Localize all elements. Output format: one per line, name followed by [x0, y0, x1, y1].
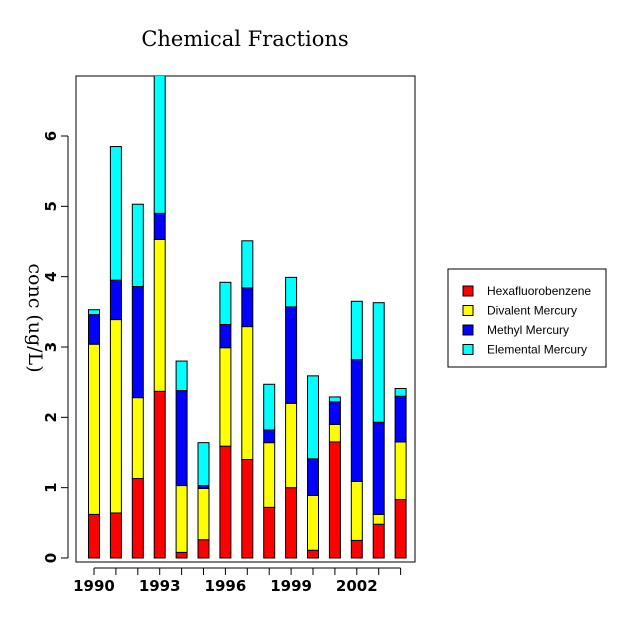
bar-segment-elemental-mercury-1994: [175, 360, 188, 392]
bar-segment-elemental-mercury-1997: [241, 240, 254, 289]
bar-segment-methyl-mercury-1992: [131, 286, 144, 399]
bar-segment-divalent-mercury-1998: [263, 442, 276, 508]
x-tick-label: 1999: [270, 577, 312, 595]
legend-label: Methyl Mercury: [487, 323, 569, 337]
bar-segment-elemental-mercury-1991: [109, 146, 122, 281]
x-tick-label: 1990: [73, 577, 115, 595]
bar-segment-elemental-mercury-1990: [88, 309, 100, 316]
bar-segment-methyl-mercury-1994: [175, 390, 188, 487]
y-tick-label: 2: [42, 412, 60, 422]
bar-segment-elemental-mercury-1996: [219, 281, 232, 325]
bar-segment-divalent-mercury-1994: [175, 485, 188, 553]
legend-swatch: [462, 344, 474, 355]
y-tick-label: 1: [42, 482, 60, 492]
bar-segment-elemental-mercury-1993: [153, 76, 166, 214]
bar-segment-methyl-mercury-1997: [241, 287, 254, 328]
legend-swatch: [462, 285, 474, 297]
bar-segment-methyl-mercury-2000: [307, 458, 319, 496]
bar-segment-hexafluorobenzene-2002: [350, 539, 363, 559]
legend-swatch: [462, 305, 474, 316]
bar-segment-elemental-mercury-2004: [394, 387, 407, 397]
bar-segment-divalent-mercury-1999: [285, 402, 298, 489]
bar-segment-hexafluorobenzene-1990: [88, 513, 100, 559]
x-tick-label: 1996: [205, 577, 247, 595]
bar-segment-hexafluorobenzene-2000: [307, 549, 319, 559]
bar-segment-methyl-mercury-2002: [350, 359, 363, 482]
bar-segment-methyl-mercury-2003: [372, 421, 385, 515]
bar-segment-methyl-mercury-1996: [219, 323, 232, 349]
axes-group: 0 1 2 3 4 5 6 1990 1993 1996 1999 2002: [42, 131, 402, 595]
x-tick-label: 1993: [139, 577, 181, 595]
bar-segment-elemental-mercury-2000: [307, 375, 319, 460]
chart-title: Chemical Fractions: [141, 27, 348, 51]
bar-segment-elemental-mercury-1995: [197, 442, 210, 487]
bar-segment-elemental-mercury-1999: [285, 276, 298, 308]
bar-segment-elemental-mercury-2003: [372, 302, 385, 423]
bar-segment-divalent-mercury-1992: [131, 397, 144, 480]
bar-segment-divalent-mercury-2004: [394, 441, 407, 501]
bar-segment-methyl-mercury-1999: [285, 306, 298, 404]
bar-segment-elemental-mercury-2001: [328, 396, 341, 403]
legend-label: Divalent Mercury: [487, 304, 577, 318]
y-axis-label: conc (ug/L): [24, 263, 46, 372]
bar-segment-methyl-mercury-1993: [153, 212, 166, 240]
bar-segment-hexafluorobenzene-1992: [131, 478, 144, 559]
bar-segment-divalent-mercury-1996: [219, 347, 232, 447]
bar-segment-hexafluorobenzene-1998: [263, 506, 276, 559]
bar-segment-hexafluorobenzene-1999: [285, 487, 298, 559]
y-tick-label: 6: [42, 131, 60, 141]
y-tick-label: 5: [42, 201, 60, 211]
bar-segment-hexafluorobenzene-1996: [219, 445, 232, 559]
bar-segment-hexafluorobenzene-1994: [175, 551, 188, 559]
bar-segment-methyl-mercury-2001: [328, 401, 341, 425]
bar-segment-divalent-mercury-1990: [88, 343, 100, 515]
bar-segment-divalent-mercury-1993: [153, 238, 166, 392]
legend: Hexafluorobenzene Divalent Mercury Methyl …: [447, 268, 607, 368]
bar-segment-methyl-mercury-1991: [109, 279, 122, 321]
bars-group: [88, 76, 407, 559]
bar-segment-hexafluorobenzene-1995: [197, 539, 210, 559]
bar-segment-divalent-mercury-2003: [372, 513, 385, 525]
bar-segment-elemental-mercury-2002: [350, 300, 363, 361]
bar-segment-divalent-mercury-1997: [241, 326, 254, 461]
bar-segment-hexafluorobenzene-1997: [241, 459, 254, 559]
y-tick-label: 3: [42, 342, 60, 352]
legend-box: [447, 268, 607, 368]
bar-segment-hexafluorobenzene-2004: [394, 499, 407, 559]
legend-label: Hexafluorobenzene: [487, 284, 591, 298]
bar-segment-divalent-mercury-1995: [197, 487, 210, 541]
y-tick-label: 0: [42, 553, 60, 563]
y-tick-label: 4: [42, 271, 60, 281]
x-tick-label: 2002: [336, 577, 378, 595]
bar-segment-elemental-mercury-1992: [131, 203, 144, 288]
bar-segment-hexafluorobenzene-2003: [372, 523, 385, 559]
bar-segment-divalent-mercury-2002: [350, 480, 363, 541]
legend-label: Elemental Mercury: [487, 343, 587, 357]
bar-segment-hexafluorobenzene-2001: [328, 441, 341, 559]
bar-segment-methyl-mercury-2004: [394, 395, 407, 443]
bar-segment-methyl-mercury-1998: [263, 429, 276, 444]
bar-segment-divalent-mercury-2000: [307, 494, 319, 551]
bar-segment-divalent-mercury-1991: [109, 319, 122, 514]
bar-segment-hexafluorobenzene-1991: [109, 512, 122, 559]
plot-frame: [75, 75, 416, 563]
legend-swatch: [462, 324, 474, 336]
bar-segment-elemental-mercury-1998: [263, 383, 276, 431]
bar-segment-hexafluorobenzene-1993: [153, 390, 166, 559]
bar-segment-methyl-mercury-1990: [88, 314, 100, 345]
bar-segment-divalent-mercury-2001: [328, 423, 341, 443]
